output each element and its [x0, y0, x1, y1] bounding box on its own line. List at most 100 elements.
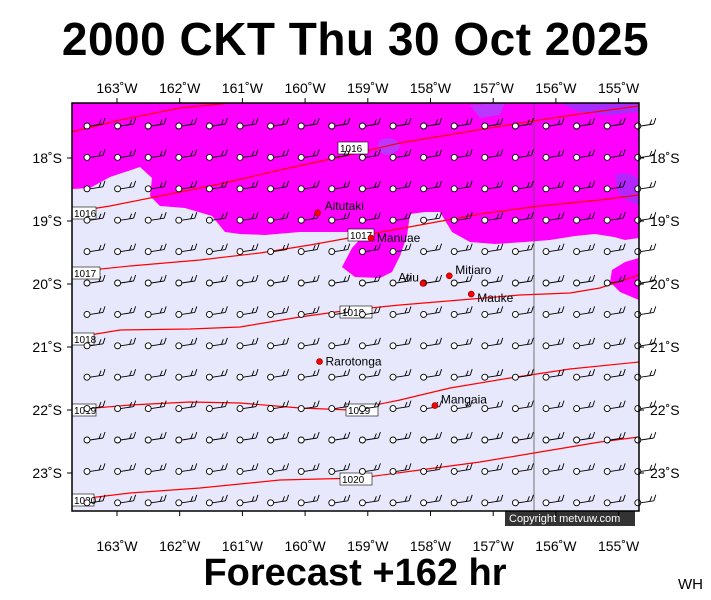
wind-barb [450, 149, 473, 161]
wind-barb [573, 463, 596, 475]
rain-heavy-2 [470, 103, 505, 118]
wind-barb [358, 431, 381, 444]
wind-barb [573, 180, 596, 193]
svg-text:1020: 1020 [342, 475, 365, 486]
wind-barb [481, 212, 504, 224]
lon-label: 162˚W [159, 538, 201, 554]
isobar-label: 1017 [71, 266, 101, 280]
wind-barb [511, 306, 534, 318]
wind-barb [420, 306, 443, 318]
wind-barb [511, 149, 534, 161]
wind-barb [297, 337, 320, 350]
lat-label: 20˚S [650, 276, 680, 292]
wind-barb [542, 149, 565, 161]
wind-barb [573, 306, 596, 318]
wind-barb [389, 431, 412, 444]
islands: Aitutaki Manuae Atiu Mitiaro Mauke Rarotonga M… [314, 199, 514, 409]
wind-barb [114, 337, 137, 350]
lon-label: 160˚W [284, 80, 326, 96]
wind-barb [450, 274, 473, 287]
isobar-1016a [71, 102, 231, 133]
wind-barb [236, 337, 259, 350]
wind-barb [481, 369, 504, 381]
wind-barb [114, 180, 137, 193]
wind-barb [175, 369, 198, 381]
lon-label: 159˚W [347, 538, 389, 554]
wind-barb [267, 463, 290, 475]
wind-barb [175, 463, 198, 475]
wind-barb [420, 180, 443, 193]
wind-barb [511, 369, 534, 381]
wind-barb [83, 494, 106, 507]
lat-labels-right: 18˚S 19˚S 20˚S 21˚S 22˚S 23˚S [639, 150, 680, 481]
wind-barb [144, 369, 167, 381]
wind-barb [114, 243, 137, 256]
svg-text:1018: 1018 [342, 308, 365, 319]
wind-barb [511, 463, 534, 475]
wind-barb [603, 431, 626, 444]
lon-label: 156˚W [535, 538, 577, 554]
wind-barb [481, 274, 504, 287]
wind-barb [144, 117, 167, 130]
wind-barb [328, 494, 351, 507]
lon-label: 161˚W [222, 538, 264, 554]
wind-barb [573, 431, 596, 444]
wind-barb [389, 243, 412, 256]
wind-barb [420, 243, 443, 256]
isobar-label: 1020 [339, 472, 373, 486]
wind-barb [175, 117, 198, 130]
wind-barb [205, 494, 228, 507]
island-label: Aitutaki [325, 199, 364, 213]
wind-barb [83, 431, 106, 444]
wind-barb [144, 243, 167, 256]
wind-barb [328, 180, 351, 193]
wind-barb [297, 463, 320, 475]
lat-label: 23˚S [650, 465, 680, 481]
wind-barb [420, 400, 443, 413]
wind-barb [542, 180, 565, 193]
wind-barb [603, 494, 626, 507]
wind-barb [358, 337, 381, 350]
wind-barb [481, 306, 504, 318]
wind-barb [175, 149, 198, 161]
lat-label: 18˚S [650, 150, 680, 166]
wind-barb [328, 243, 351, 256]
wind-barb [481, 117, 504, 130]
wind-barb [389, 180, 412, 193]
wind-barb [114, 306, 137, 318]
island-label: Manuae [377, 231, 421, 245]
wind-barb [267, 180, 290, 193]
lon-label: 163˚W [96, 538, 138, 554]
wind-barb [205, 337, 228, 350]
wind-barb [420, 494, 443, 507]
wind-barb [236, 400, 259, 413]
island-label: Mangaia [441, 393, 487, 407]
lon-label: 160˚W [284, 538, 326, 554]
island-manuae: Manuae [367, 231, 421, 245]
rain-heavy-1 [378, 138, 400, 155]
wind-barb [267, 243, 290, 256]
island-marker [446, 272, 453, 280]
rain-area-east [610, 258, 639, 300]
wind-barb [603, 180, 626, 193]
wind-barb [358, 149, 381, 161]
wind-barb [175, 306, 198, 318]
wind-barb [511, 212, 534, 224]
lon-label: 161˚W [222, 80, 264, 96]
wind-barb [328, 306, 351, 318]
wind-barb [542, 117, 565, 130]
wind-barb [420, 369, 443, 381]
wind-barb [450, 212, 473, 224]
wind-barb [205, 243, 228, 256]
wind-barb [450, 337, 473, 350]
wind-barb [114, 494, 137, 507]
wind-barb [450, 494, 473, 507]
wind-barb [481, 149, 504, 161]
wind-barb [267, 274, 290, 287]
lon-label: 157˚W [473, 538, 515, 554]
wind-barb [328, 400, 351, 413]
wind-barb [573, 400, 596, 413]
wind-barb [114, 274, 137, 287]
svg-text:1019: 1019 [348, 406, 371, 417]
